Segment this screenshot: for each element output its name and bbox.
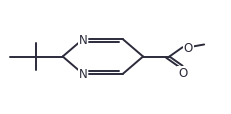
Text: N: N bbox=[78, 34, 87, 46]
Text: O: O bbox=[178, 67, 187, 80]
Text: N: N bbox=[78, 68, 87, 80]
Text: O: O bbox=[184, 41, 193, 54]
